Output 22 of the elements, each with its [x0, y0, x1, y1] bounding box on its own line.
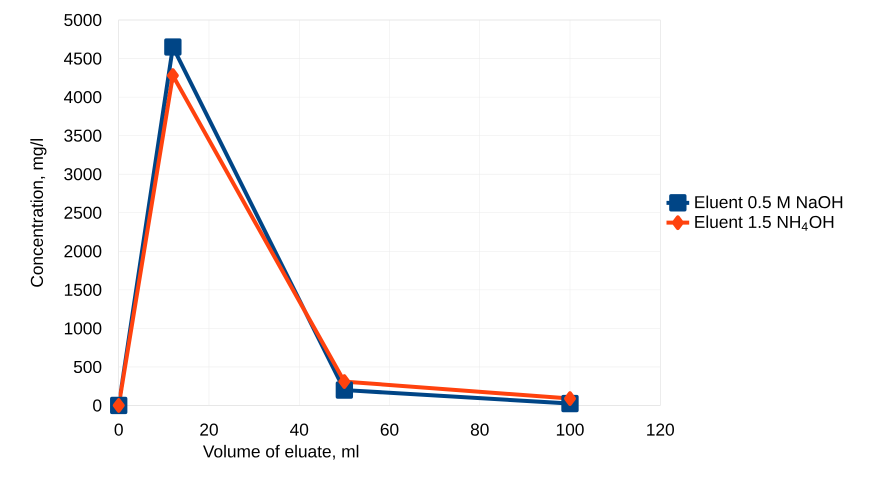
y-tick-label: 4500: [64, 52, 102, 65]
y-tick-label: 2000: [64, 245, 102, 258]
y-tick-label: 1000: [64, 322, 102, 335]
x-tick-label: 20: [200, 424, 218, 436]
y-tick-label: 3000: [64, 168, 102, 180]
legend-label: Eluent 1.5 NH$_{4}$OH: [695, 215, 834, 231]
x-axis-title: Volume of eluate, ml: [203, 444, 358, 460]
y-tick-label: 3500: [64, 130, 102, 142]
y-tick-label: 1500: [64, 284, 102, 296]
x-tick-label: 100: [556, 424, 584, 436]
y-tick-label: 500: [74, 360, 102, 374]
y-axis-title: Concentration, mg/l: [30, 139, 46, 287]
x-tick-label: 80: [470, 424, 489, 436]
y-tick-label: 4000: [64, 91, 102, 104]
y-tick-label: 5000: [64, 14, 102, 26]
x-tick-label: 120: [647, 424, 674, 436]
y-tick-label: 0: [93, 399, 102, 412]
x-tick-label: 0: [114, 424, 123, 436]
x-tick-label: 40: [290, 424, 308, 436]
x-tick-label: 60: [380, 424, 398, 436]
y-tick-label: 2500: [64, 206, 102, 219]
legend-label: Eluent 0.5 M NaOH: [695, 196, 842, 208]
